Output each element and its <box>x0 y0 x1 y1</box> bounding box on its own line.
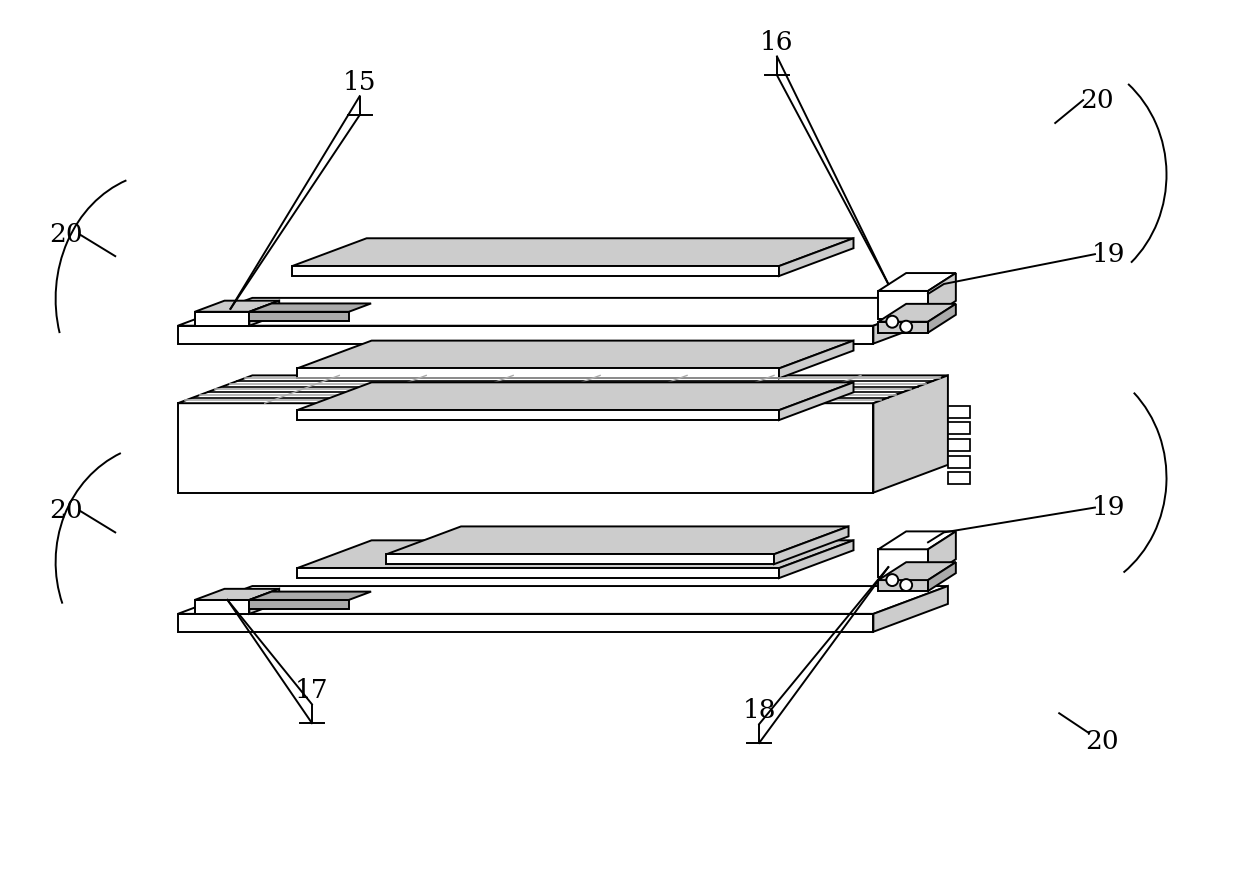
Polygon shape <box>177 403 873 492</box>
Polygon shape <box>387 526 848 554</box>
Polygon shape <box>387 554 774 564</box>
Polygon shape <box>195 600 249 614</box>
Polygon shape <box>298 410 779 420</box>
Polygon shape <box>928 273 956 319</box>
Text: 19: 19 <box>1092 495 1126 520</box>
Text: 18: 18 <box>743 698 776 723</box>
Polygon shape <box>779 340 853 378</box>
Polygon shape <box>878 580 928 591</box>
Polygon shape <box>249 600 348 608</box>
Polygon shape <box>298 382 853 410</box>
Polygon shape <box>947 406 970 418</box>
Text: 20: 20 <box>1085 729 1118 753</box>
Polygon shape <box>293 238 853 266</box>
Circle shape <box>900 579 913 591</box>
Polygon shape <box>195 300 279 312</box>
Polygon shape <box>249 312 348 320</box>
Polygon shape <box>298 368 779 378</box>
Polygon shape <box>779 540 853 578</box>
Polygon shape <box>779 238 853 276</box>
Polygon shape <box>249 592 371 600</box>
Polygon shape <box>298 540 853 568</box>
Polygon shape <box>779 382 853 420</box>
Polygon shape <box>928 562 956 591</box>
Text: 20: 20 <box>48 222 82 247</box>
Polygon shape <box>878 322 928 333</box>
Text: 17: 17 <box>295 678 329 704</box>
Polygon shape <box>298 340 853 368</box>
Polygon shape <box>249 300 279 326</box>
Polygon shape <box>878 549 928 577</box>
Circle shape <box>887 316 898 327</box>
Circle shape <box>887 574 898 586</box>
Polygon shape <box>249 304 371 312</box>
Text: 16: 16 <box>760 31 794 56</box>
Text: 19: 19 <box>1092 242 1126 266</box>
Text: 15: 15 <box>343 70 377 95</box>
Polygon shape <box>878 532 956 549</box>
Polygon shape <box>928 532 956 577</box>
Polygon shape <box>878 291 928 319</box>
Polygon shape <box>195 588 279 600</box>
Polygon shape <box>947 439 970 451</box>
Polygon shape <box>298 568 779 578</box>
Polygon shape <box>195 312 249 326</box>
Polygon shape <box>177 586 947 614</box>
Polygon shape <box>177 614 873 632</box>
Text: 20: 20 <box>48 498 82 523</box>
Polygon shape <box>947 472 970 485</box>
Polygon shape <box>873 375 947 492</box>
Polygon shape <box>928 304 956 333</box>
Polygon shape <box>177 326 873 344</box>
Circle shape <box>900 320 913 333</box>
Polygon shape <box>293 266 779 276</box>
Polygon shape <box>947 423 970 435</box>
Polygon shape <box>774 526 848 564</box>
Polygon shape <box>878 273 956 291</box>
Polygon shape <box>249 588 279 614</box>
Polygon shape <box>873 298 947 344</box>
Text: 20: 20 <box>1080 87 1114 113</box>
Polygon shape <box>878 562 956 580</box>
Polygon shape <box>947 456 970 468</box>
Polygon shape <box>177 375 947 403</box>
Polygon shape <box>878 304 956 322</box>
Polygon shape <box>177 298 947 326</box>
Polygon shape <box>873 586 947 632</box>
